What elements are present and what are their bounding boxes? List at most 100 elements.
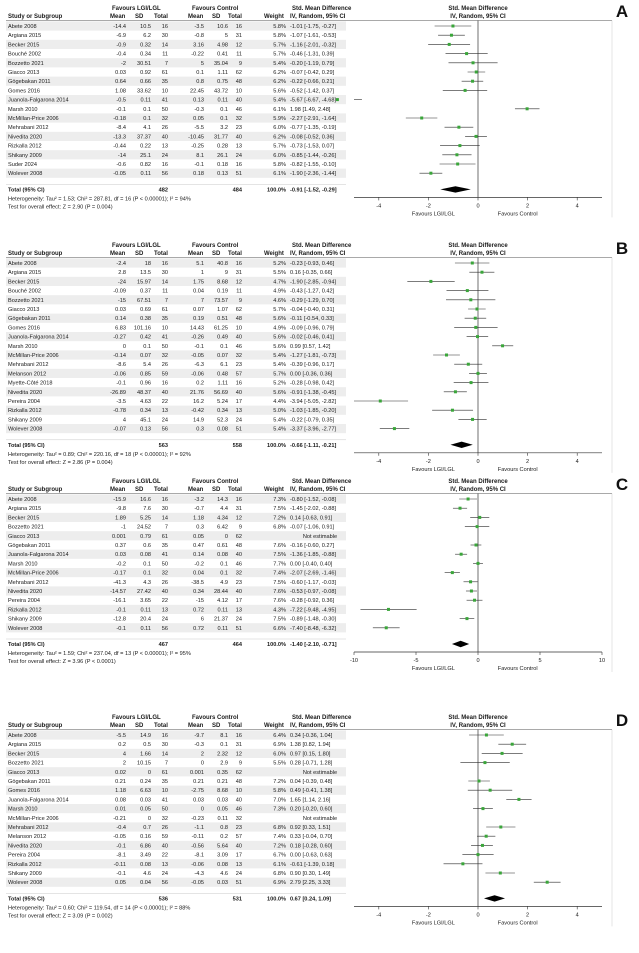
total-control: 12 xyxy=(236,42,242,48)
sd-control: 4.9 xyxy=(220,580,228,586)
sd-lgi: 0.6 xyxy=(143,543,151,549)
weight: 5.7% xyxy=(273,42,286,48)
mean-control: -38.5 xyxy=(191,580,204,586)
x-tick-label: 5 xyxy=(538,658,541,664)
weight: 5.4% xyxy=(273,427,286,433)
point-estimate xyxy=(476,853,480,857)
sd-control: 43.72 xyxy=(214,88,228,94)
total-lgi: 30 xyxy=(162,33,168,39)
total-control: 46 xyxy=(236,807,242,813)
mean-lgi: -0.21 xyxy=(113,816,126,822)
total-label: Total (95% CI) xyxy=(8,896,45,902)
study-name: Bozzetto 2021 xyxy=(8,61,44,67)
mean-lgi: 0.03 xyxy=(115,307,126,313)
mean-control: -0.1 xyxy=(194,162,204,168)
weight: 7.2% xyxy=(273,779,286,785)
smd-ci: -0.02 [-0.46, 0.41] xyxy=(290,335,335,341)
sd-control: 0 xyxy=(225,534,228,540)
mean-lgi: 0 xyxy=(123,344,126,350)
row-band xyxy=(6,767,346,777)
x-tick-label: 2 xyxy=(526,203,529,209)
total-lgi: 50 xyxy=(162,107,168,113)
row-band xyxy=(6,877,346,887)
col-method-header: IV, Random, 95% CI xyxy=(290,251,346,257)
mean-control: 0 xyxy=(201,807,204,813)
total-control: 40 xyxy=(236,390,242,396)
mean-lgi: -0.11 xyxy=(114,862,126,868)
total-lgi: 50 xyxy=(162,344,168,350)
total-control: 24 xyxy=(236,871,242,877)
point-estimate xyxy=(458,144,462,148)
sd-control: 1.11 xyxy=(218,381,228,387)
smd-header: Std. Mean Difference xyxy=(292,479,352,485)
mean-control: 8.1 xyxy=(196,153,204,159)
smd-ci: -1.16 [-2.01, -0.32] xyxy=(290,42,336,48)
sd-lgi: 0.08 xyxy=(140,862,151,868)
study-name: McMillan-Price 2006 xyxy=(8,816,59,822)
total-lgi: 26 xyxy=(162,362,168,368)
sd-control: 0.18 xyxy=(217,162,228,168)
total-lgi: 7 xyxy=(165,61,168,67)
total-lgi: 32 xyxy=(162,571,168,577)
study-name: Bouché 2002 xyxy=(8,52,41,58)
sd-lgi: 4.63 xyxy=(140,399,151,405)
sd-control: 0.08 xyxy=(217,552,228,558)
total-lgi: 13 xyxy=(162,408,168,414)
row-band xyxy=(6,822,346,832)
point-estimate xyxy=(445,353,449,357)
row-band xyxy=(6,785,346,795)
total-lgi: 7 xyxy=(165,298,168,304)
weight: 4.4% xyxy=(273,399,286,405)
sd-lgi: 0.7 xyxy=(143,825,151,831)
weight: 4.3% xyxy=(273,607,286,613)
col-method-plot-header: IV, Random, 95% CI xyxy=(450,487,506,493)
total-control: 16 xyxy=(236,733,242,739)
weight: 6.1% xyxy=(273,107,286,113)
total-control: 17 xyxy=(236,853,242,859)
mean-lgi: 6.83 xyxy=(115,325,126,331)
smd-ci: Not estimable xyxy=(303,534,337,540)
total-control: 23 xyxy=(236,825,242,831)
panel-letter: B xyxy=(616,239,628,258)
weight: 5.5% xyxy=(273,761,286,767)
weight: 6.0% xyxy=(273,153,286,159)
sd-control: 0.61 xyxy=(217,543,228,549)
group1-header: Favours LGI/LGL xyxy=(112,6,161,12)
smd-ci: -3.37 [-3.96, -2.77] xyxy=(290,427,336,433)
sd-control: 4.12 xyxy=(217,598,228,604)
sd-lgi: 10.15 xyxy=(137,761,151,767)
mean-control: -3.2 xyxy=(194,497,204,503)
row-band xyxy=(6,568,346,578)
total-weight: 100.0% xyxy=(267,896,286,902)
sd-lgi: 4.6 xyxy=(143,871,151,877)
col-method-header: IV, Random, 95% CI xyxy=(290,723,346,729)
sd-control: 0.19 xyxy=(217,289,228,295)
study-name: Rizkalla 2012 xyxy=(8,607,42,613)
smd-ci: 0.18 [-0.28, 0.60] xyxy=(290,843,333,849)
favours-left-label: Favours LGI/LGL xyxy=(412,920,455,926)
sd-control: 5 xyxy=(225,33,228,39)
smd-ci: -0.53 [-0.97, -0.08] xyxy=(290,589,336,595)
mean-lgi: -8.6 xyxy=(116,362,126,368)
mean-control: 0.21 xyxy=(193,779,204,785)
total-control: 48 xyxy=(236,543,242,549)
sd-lgi: 3.49 xyxy=(140,853,151,859)
total-lgi: 7 xyxy=(165,525,168,531)
mean-control: -0.42 xyxy=(191,408,204,414)
total-control: 10 xyxy=(236,88,242,94)
total-lgi: 26 xyxy=(162,125,168,131)
study-name: Melanson 2012 xyxy=(8,834,46,840)
total-control: 17 xyxy=(236,598,242,604)
sd-lgi: 14.9 xyxy=(140,733,151,739)
total-lgi: 26 xyxy=(162,580,168,586)
point-estimate xyxy=(498,871,502,875)
smd-ci: 0.14 [-0.63, 0.91] xyxy=(290,515,333,521)
col-sd1-header: SD xyxy=(135,723,144,729)
study-name: Gomes 2016 xyxy=(8,325,40,331)
smd-ci: -0.22 [-0.66, 0.21] xyxy=(290,79,335,85)
mean-lgi: -0.1 xyxy=(116,843,126,849)
sd-lgi: 0.11 xyxy=(141,171,151,177)
smd-header: Std. Mean Difference xyxy=(292,6,352,12)
mean-lgi: -0.18 xyxy=(113,116,126,122)
x-tick-label: -4 xyxy=(376,459,381,465)
